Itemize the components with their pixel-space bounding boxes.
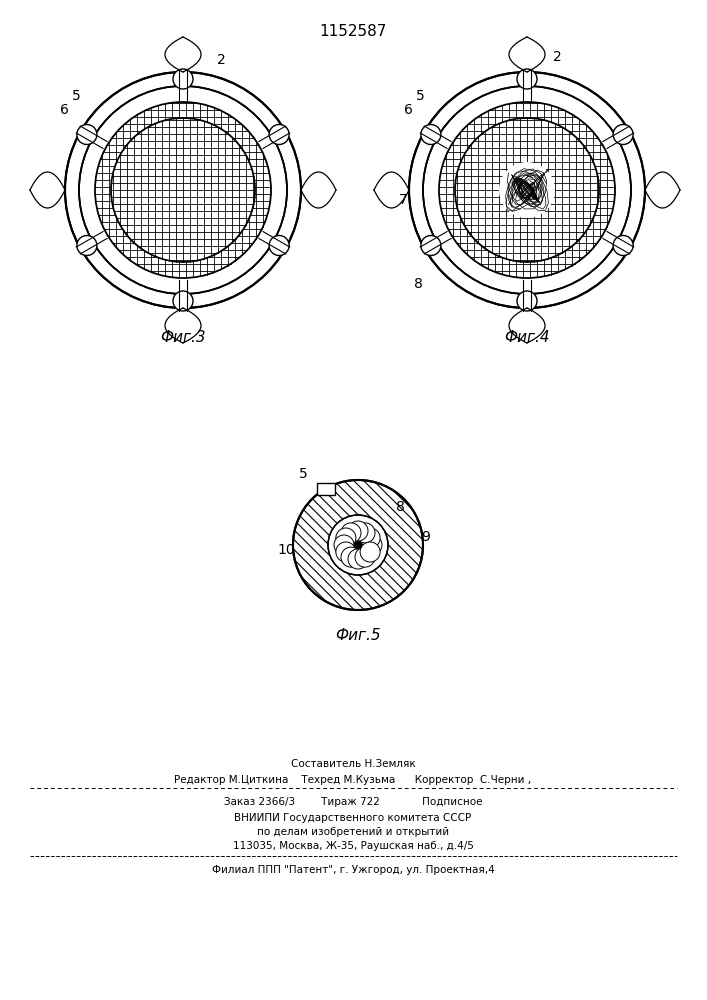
Circle shape — [341, 523, 361, 543]
Text: 113035, Москва, Ж-35, Раушская наб., д.4/5: 113035, Москва, Ж-35, Раушская наб., д.4… — [233, 841, 474, 851]
Circle shape — [348, 521, 368, 541]
Circle shape — [355, 523, 375, 543]
Text: 10: 10 — [277, 543, 295, 557]
Circle shape — [362, 535, 382, 555]
Circle shape — [334, 535, 354, 555]
Text: 2: 2 — [553, 50, 561, 64]
Circle shape — [111, 118, 255, 262]
Circle shape — [455, 118, 599, 262]
Text: 6: 6 — [404, 103, 413, 117]
Circle shape — [613, 235, 633, 255]
Circle shape — [173, 291, 193, 311]
Text: 8: 8 — [395, 500, 404, 514]
Text: 6: 6 — [60, 103, 69, 117]
Circle shape — [293, 480, 423, 610]
Text: Редактор М.Циткина    Техред М.Кузьма      Корректор  С.Черни ,: Редактор М.Циткина Техред М.Кузьма Корре… — [175, 775, 532, 785]
Circle shape — [65, 72, 301, 308]
Circle shape — [95, 102, 271, 278]
Circle shape — [517, 69, 537, 89]
Text: 1152587: 1152587 — [320, 24, 387, 39]
Circle shape — [336, 528, 356, 548]
Text: по делам изобретений и открытий: по делам изобретений и открытий — [257, 827, 449, 837]
Text: 9: 9 — [421, 530, 431, 544]
Circle shape — [269, 124, 289, 144]
Circle shape — [173, 69, 193, 89]
Circle shape — [77, 124, 97, 144]
Text: Составитель Н.Земляк: Составитель Н.Земляк — [291, 759, 416, 769]
Text: 2: 2 — [216, 53, 226, 67]
Circle shape — [269, 235, 289, 255]
Text: Фиг.3: Фиг.3 — [160, 330, 206, 346]
Circle shape — [421, 235, 441, 255]
Circle shape — [517, 291, 537, 311]
Text: Заказ 2366/3        Тираж 722             Подписное: Заказ 2366/3 Тираж 722 Подписное — [223, 797, 482, 807]
Text: 7: 7 — [399, 193, 408, 207]
Circle shape — [79, 86, 287, 294]
Circle shape — [439, 102, 615, 278]
Bar — [317, 483, 334, 495]
Circle shape — [354, 541, 362, 549]
Circle shape — [421, 124, 441, 144]
Text: Филиал ППП "Патент", г. Ужгород, ул. Проектная,4: Филиал ППП "Патент", г. Ужгород, ул. Про… — [211, 865, 494, 875]
Circle shape — [341, 547, 361, 567]
Text: Фиг.4: Фиг.4 — [504, 330, 550, 346]
Circle shape — [423, 86, 631, 294]
Text: Фиг.5: Фиг.5 — [335, 628, 381, 643]
Circle shape — [360, 542, 380, 562]
Circle shape — [360, 528, 380, 548]
Circle shape — [499, 162, 555, 218]
Text: 5: 5 — [72, 89, 81, 103]
Circle shape — [409, 72, 645, 308]
Text: 8: 8 — [414, 277, 423, 291]
Circle shape — [613, 124, 633, 144]
Circle shape — [328, 515, 388, 575]
Circle shape — [336, 542, 356, 562]
Text: 5: 5 — [299, 467, 308, 481]
Text: ВНИИПИ Государственного комитета СССР: ВНИИПИ Государственного комитета СССР — [235, 813, 472, 823]
Text: 5: 5 — [416, 89, 425, 103]
Circle shape — [355, 547, 375, 567]
Circle shape — [348, 549, 368, 569]
Circle shape — [77, 235, 97, 255]
